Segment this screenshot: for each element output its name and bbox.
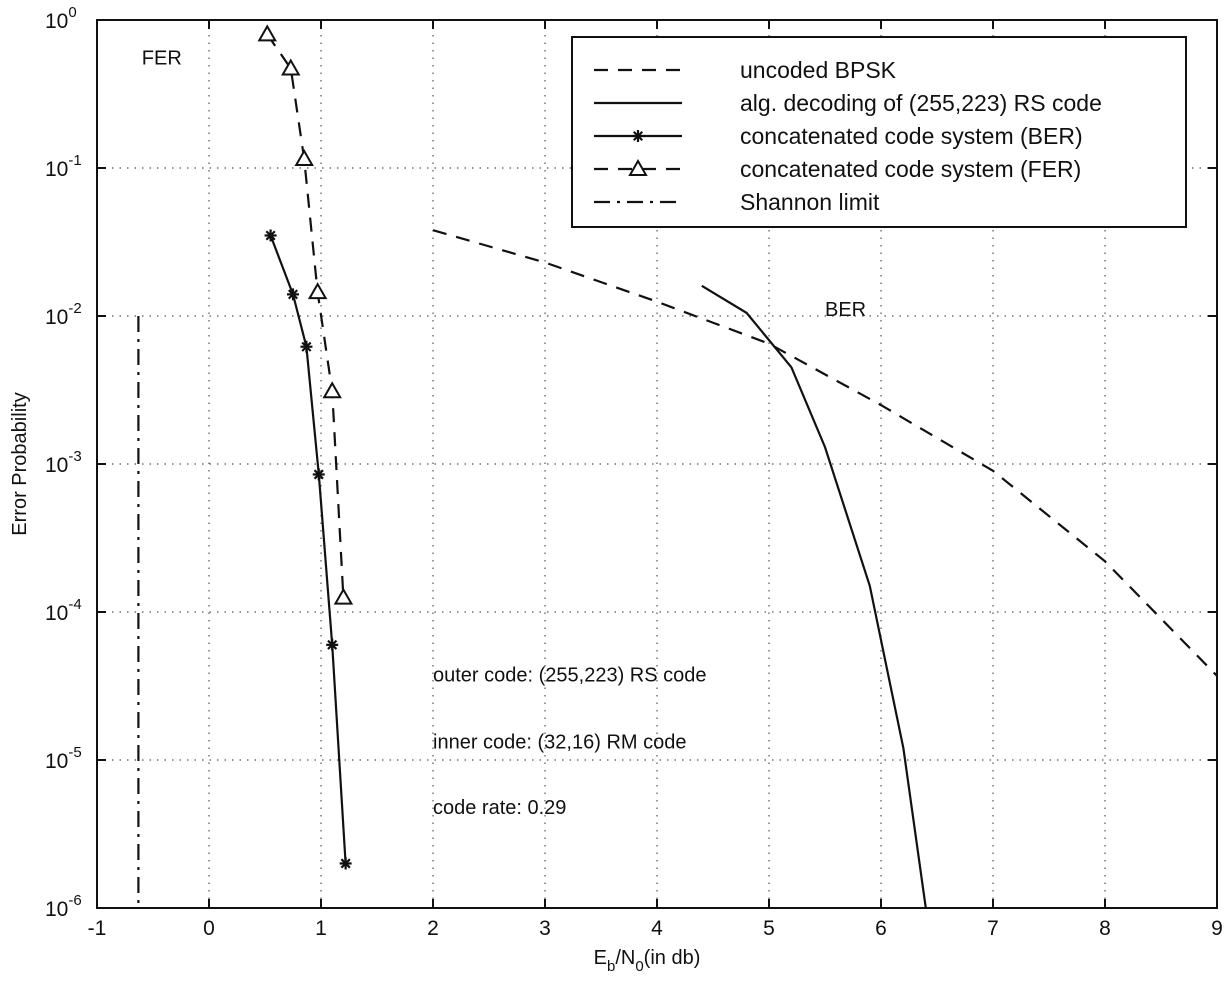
series-line: [269, 235, 347, 864]
triangle-marker: [628, 158, 648, 176]
x-tick-label: 8: [1099, 917, 1111, 940]
grid: [97, 20, 1217, 908]
y-tick-label: 100: [45, 4, 77, 33]
y-tick-label-base: 10: [45, 10, 68, 33]
x-axis-title-n: N: [621, 947, 635, 969]
y-tick-label-base: 10: [45, 750, 68, 773]
y-tick-label-exponent: -4: [68, 596, 81, 613]
x-tick-label: 2: [427, 917, 439, 940]
y-axis-title: Error Probability: [9, 392, 31, 535]
triangle-marker: [322, 381, 342, 399]
legend-label: concatenated code system (BER): [740, 123, 1083, 149]
y-tick-label-exponent: -3: [68, 448, 81, 465]
x-axis-title-sub-b: b: [607, 958, 615, 975]
x-axis-title-slash: /: [615, 947, 621, 969]
star-marker: [300, 340, 313, 353]
y-tick-label: 10-1: [45, 152, 82, 181]
x-tick-label: 6: [875, 917, 887, 940]
annotation-text: inner code: (32,16) RM code: [433, 731, 686, 753]
x-axis-title-rest: (in db): [644, 947, 701, 969]
x-tick-label: 3: [539, 917, 551, 940]
triangle-marker: [257, 24, 277, 42]
series-line: [432, 229, 1218, 677]
x-tick-label: 4: [651, 917, 663, 940]
triangle-marker: [307, 282, 328, 300]
series-layer: [137, 24, 1218, 909]
y-tick-label-exponent: -2: [68, 300, 81, 317]
legend-label: alg. decoding of (255,223) RS code: [740, 90, 1102, 116]
legend-label: concatenated code system (FER): [740, 156, 1081, 182]
x-axis-title-e: E: [594, 947, 607, 969]
y-tick-label: 10-3: [45, 448, 82, 477]
x-tick-label: 1: [315, 917, 327, 940]
legend-item: Shannon limit: [594, 189, 880, 215]
series-0: [432, 229, 1218, 677]
y-tick-label-exponent: 0: [68, 4, 76, 21]
x-tick-label: 5: [763, 917, 775, 940]
x-tick-label: -1: [88, 917, 107, 940]
series-line: [701, 284, 927, 909]
y-tick-label-base: 10: [45, 602, 68, 625]
x-tick-label: 9: [1211, 917, 1223, 940]
legend-label: Shannon limit: [740, 189, 880, 215]
annotation-layer: FER BER outer code: (255,223) RS code inner…: [142, 48, 866, 820]
y-tick-label-base: 10: [45, 454, 68, 477]
y-tick-label-base: 10: [45, 306, 68, 329]
annotation-text: FER: [142, 48, 182, 70]
y-tick-label-exponent: -1: [68, 152, 81, 169]
series-2: [264, 229, 352, 870]
annotation-text: code rate: 0.29: [433, 797, 566, 819]
star-marker: [264, 229, 277, 242]
y-tick-label-base: 10: [45, 898, 68, 921]
star-marker: [287, 288, 299, 301]
legend-item: uncoded BPSK: [594, 57, 897, 83]
star-marker: [312, 468, 325, 481]
legend-item: alg. decoding of (255,223) RS code: [594, 90, 1102, 116]
legend: uncoded BPSK alg. decoding of (255,223) R…: [571, 36, 1187, 228]
series-line: [266, 33, 345, 598]
x-axis-title-sub-0: 0: [635, 958, 643, 975]
annotation-text: BER: [825, 299, 866, 321]
triangle-marker: [281, 58, 301, 76]
series-3: [257, 24, 354, 605]
y-tick-label-exponent: -5: [68, 744, 81, 761]
legend-label: uncoded BPSK: [740, 57, 897, 83]
annotation-text: outer code: (255,223) RS code: [433, 664, 707, 686]
y-tick-label-base: 10: [45, 158, 68, 181]
star-marker: [339, 857, 352, 870]
star-marker: [326, 638, 339, 651]
legend-item: concatenated code system (BER): [594, 123, 1083, 149]
legend-box: [571, 36, 1187, 228]
y-tick-label: 10-4: [45, 596, 82, 625]
star-marker: [632, 130, 644, 142]
series-1: [701, 284, 927, 909]
legend-item: concatenated code system (FER): [594, 156, 1081, 182]
legend-items: uncoded BPSK alg. decoding of (255,223) R…: [594, 57, 1102, 215]
x-tick-label: 0: [203, 917, 215, 940]
y-tick-label: 10-5: [45, 744, 82, 773]
x-tick-label: 7: [987, 917, 999, 940]
triangle-marker: [333, 587, 354, 605]
y-tick-label: 10-2: [45, 300, 82, 329]
y-tick-label: 10-6: [45, 892, 82, 921]
y-tick-label-exponent: -6: [68, 892, 81, 909]
triangle-marker: [294, 149, 314, 167]
x-axis-title: Eb/N0(in db): [594, 947, 701, 975]
